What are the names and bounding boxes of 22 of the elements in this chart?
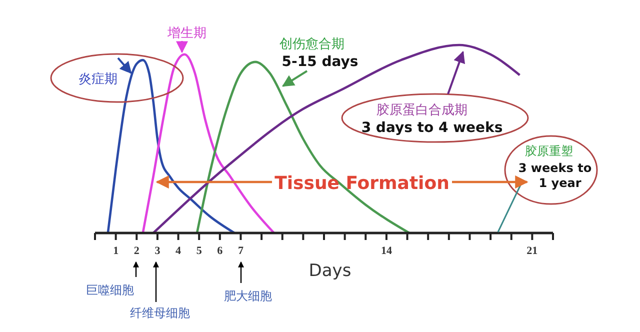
text: 纤维母细胞 xyxy=(130,306,190,320)
x-tick-label: 3 xyxy=(154,245,161,257)
annotation: 3 days to 4 weeks xyxy=(361,120,503,136)
x-tick-label: 5 xyxy=(196,245,202,257)
legend-label: 炎症期 xyxy=(78,72,118,87)
annotation: Tissue Formation xyxy=(274,173,450,194)
annotation: 3 weeks to 1 year xyxy=(518,161,592,190)
x-tick-label: 14 xyxy=(380,245,392,257)
series-label: 创伤愈合期 xyxy=(280,37,344,52)
text: 胶原蛋白合成期 xyxy=(376,103,468,118)
text: 肥大细胞 xyxy=(224,289,272,303)
x-tick-label: 2 xyxy=(134,245,140,257)
x-tick-label: 6 xyxy=(217,245,224,257)
x-tick-label: 4 xyxy=(176,245,182,257)
annotation: 5-15 days xyxy=(282,54,358,70)
x-tick-label: 21 xyxy=(526,245,538,257)
x-tick-label: 1 xyxy=(113,245,119,257)
series-label: 增生期 xyxy=(166,26,206,41)
text: 巨噬细胞 xyxy=(86,283,134,297)
x-axis-title: Days xyxy=(308,261,352,281)
x-tick-label: 7 xyxy=(238,245,244,257)
annotation: 胶原重塑 xyxy=(525,144,573,158)
